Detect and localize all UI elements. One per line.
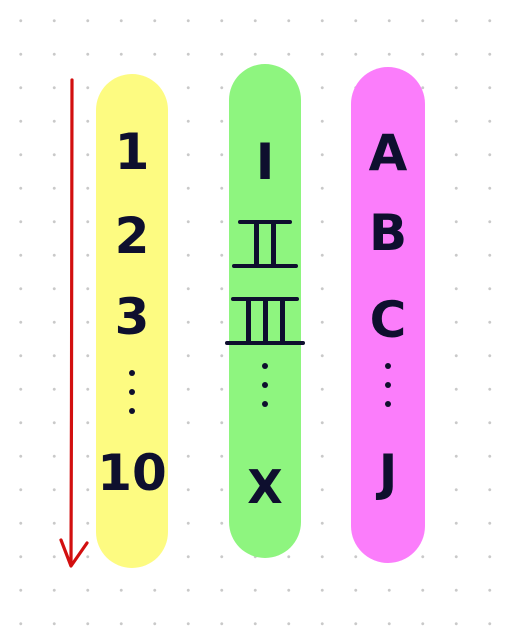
number-item: 1 — [114, 123, 150, 181]
letters-column: A B C J — [351, 67, 425, 563]
letter-item: A — [368, 124, 408, 182]
roman-numeral-item: I — [255, 133, 275, 191]
number-item: 10 — [97, 444, 167, 502]
letter-item: J — [378, 444, 398, 502]
roman-numeral-item: III — [225, 295, 305, 347]
roman-numerals-column: I II III X — [225, 64, 305, 558]
letter-item: C — [369, 291, 407, 349]
ellipsis-dots — [129, 370, 135, 427]
numbers-column: 1 2 3 10 — [96, 74, 168, 568]
letter-item: B — [368, 204, 408, 262]
number-item: 2 — [114, 207, 150, 265]
roman-numeral-item: II — [232, 218, 298, 270]
number-item: 3 — [114, 288, 150, 346]
ellipsis-dots — [262, 363, 268, 420]
ellipsis-dots — [385, 363, 391, 420]
roman-numeral-item: X — [247, 460, 283, 514]
